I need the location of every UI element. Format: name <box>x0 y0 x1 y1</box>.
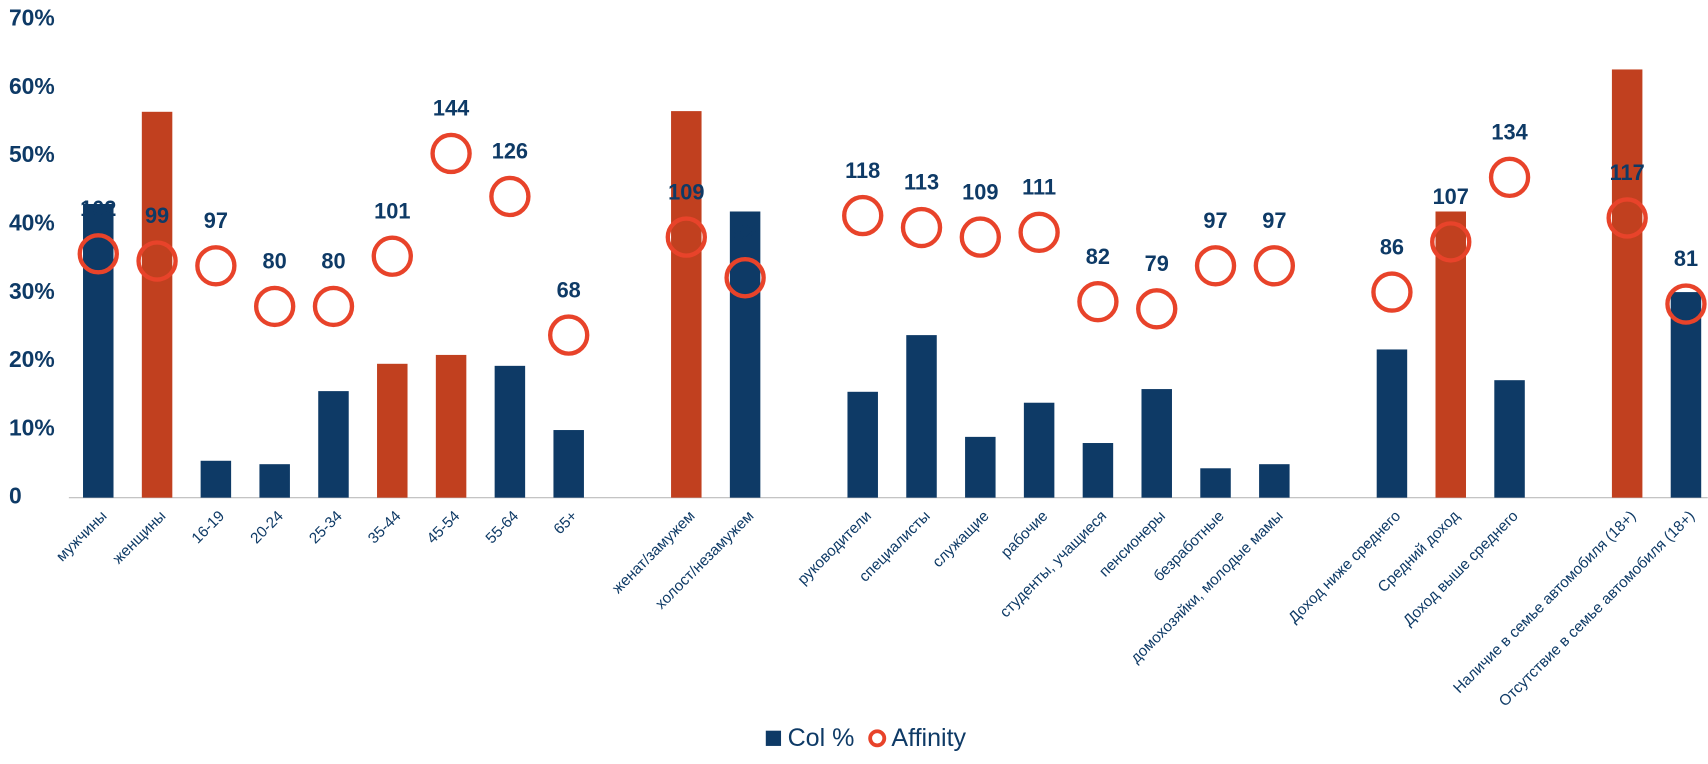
chart: 0 10% 20% 30% 40% 50% 60% 70% мужчиныженщины 16-1… <box>0 0 1708 759</box>
legend-marker <box>870 731 884 745</box>
x-tick-label: 35-44 <box>365 507 405 547</box>
affinity-marker <box>433 135 470 172</box>
data-label: 126 <box>492 139 528 164</box>
data-label: 92 <box>733 220 757 245</box>
data-label: 102 <box>80 196 116 221</box>
data-label: 113 <box>904 170 939 195</box>
x-tick-label: мужчины <box>53 508 110 565</box>
affinity-marker <box>1021 214 1058 251</box>
bar <box>1200 468 1230 497</box>
data-label: 86 <box>1380 234 1404 259</box>
bar <box>730 212 760 498</box>
x-tick-label: 45-54 <box>424 507 464 547</box>
bar <box>1141 389 1171 498</box>
x-tick-label: служащие <box>929 508 992 571</box>
data-label: 80 <box>263 249 287 274</box>
x-tick-label: 65+ <box>551 508 581 538</box>
affinity-marker <box>1138 290 1175 327</box>
x-tick-label: холост/незамужем <box>652 508 757 613</box>
data-label: 109 <box>962 179 998 204</box>
y-tick-label: 10% <box>9 414 55 440</box>
bar <box>553 430 583 498</box>
affinity-marker <box>1491 159 1528 196</box>
bar <box>259 464 289 497</box>
legend-label: Affinity <box>891 724 966 752</box>
data-label: 79 <box>1145 251 1169 276</box>
y-tick-label: 40% <box>9 210 55 236</box>
bar <box>83 204 113 498</box>
bar <box>671 111 701 498</box>
data-label: 117 <box>1610 160 1645 185</box>
x-tick-label: Доход ниже среднего <box>1285 508 1404 627</box>
bar <box>1024 403 1054 498</box>
bar <box>436 355 466 498</box>
affinity-marker <box>844 197 881 234</box>
data-label: 144 <box>433 96 469 121</box>
y-tick-label: 70% <box>9 5 55 31</box>
y-tick-label: 0 <box>9 483 22 509</box>
affinity-marker <box>1256 247 1293 284</box>
legend-marker <box>766 731 781 746</box>
bar <box>906 335 936 498</box>
legend-label: Col % <box>788 724 855 752</box>
bar <box>318 391 348 498</box>
affinity-marker <box>903 209 940 246</box>
affinity-marker <box>197 247 234 284</box>
data-label: 80 <box>321 249 345 274</box>
bar <box>495 366 525 498</box>
bar <box>377 364 407 498</box>
bar <box>1083 443 1113 498</box>
x-tick-label: рабочие <box>998 508 1052 562</box>
affinity-marker <box>1373 274 1410 311</box>
x-tick-label: 25-34 <box>306 507 346 547</box>
data-label: 97 <box>204 208 228 233</box>
x-tick-label: женщины <box>110 508 170 568</box>
affinity-marker <box>374 238 411 275</box>
affinity-marker <box>491 178 528 215</box>
affinity-marker <box>1197 247 1234 284</box>
affinity-marker <box>1079 283 1116 320</box>
bar <box>847 392 877 498</box>
bar <box>1377 349 1407 497</box>
bar <box>1259 464 1289 497</box>
data-label: 68 <box>557 277 581 302</box>
x-tick-label: 55-64 <box>483 507 523 547</box>
data-label: 118 <box>845 158 880 183</box>
x-tick-label: 16-19 <box>189 508 229 548</box>
affinity-marker <box>315 288 352 325</box>
data-label: 81 <box>1674 246 1698 271</box>
bar <box>142 112 172 498</box>
data-label: 111 <box>1022 175 1056 200</box>
x-tick-label: студенты, учащиеся <box>997 508 1110 621</box>
data-label: 107 <box>1433 184 1469 209</box>
data-label: 97 <box>1203 208 1227 233</box>
x-tick-label: 20-24 <box>247 507 287 547</box>
x-tick-label: Доход выше среднего <box>1400 508 1522 630</box>
data-label: 97 <box>1262 208 1286 233</box>
bar <box>1494 380 1524 497</box>
bar <box>965 437 995 498</box>
data-label: 134 <box>1491 120 1527 145</box>
bar <box>201 461 231 498</box>
data-label: 99 <box>145 203 169 228</box>
data-label: 109 <box>668 179 704 204</box>
y-tick-label: 20% <box>9 346 55 372</box>
bar <box>1612 69 1642 497</box>
y-tick-label: 30% <box>9 278 55 304</box>
y-tick-label: 50% <box>9 141 55 167</box>
data-label: 82 <box>1086 244 1110 269</box>
data-label: 101 <box>374 198 410 223</box>
affinity-marker <box>962 219 999 256</box>
y-tick-label: 60% <box>9 73 55 99</box>
affinity-marker <box>550 317 587 354</box>
affinity-marker <box>256 288 293 325</box>
